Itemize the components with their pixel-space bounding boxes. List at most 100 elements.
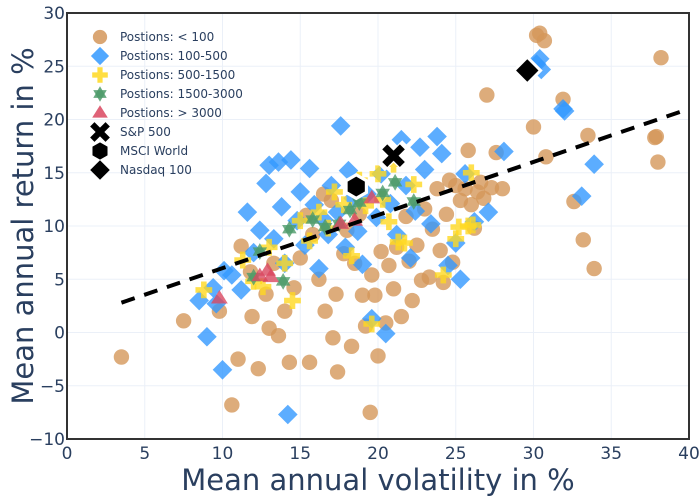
data-point [256,173,276,194]
legend-marker [90,122,110,142]
benchmark-point [347,176,365,197]
data-point [290,182,311,202]
x-tick-label: 5 [139,444,150,464]
data-point [210,290,228,304]
legend-marker [90,46,110,66]
data-point [301,232,318,250]
star-half [352,198,367,211]
data-point [299,158,320,179]
y-tick-label: 25 [43,57,65,77]
data-point [586,260,602,277]
data-point [396,234,413,252]
data-point [369,165,387,183]
data-point [400,248,421,268]
data-point [478,202,499,222]
data-point [230,351,246,367]
data-point [414,159,435,180]
star-half [317,222,333,236]
x-tick-label: 25 [445,444,467,464]
data-point [494,141,514,162]
trend-line-group [120,106,690,305]
data-point [335,237,356,258]
y-axis-ticks: −10 −5 0 5 10 15 20 25 30 [29,4,65,450]
data-point [342,201,358,219]
data-point [460,142,476,159]
data-point [271,197,292,217]
benchmark-point [382,144,405,167]
star-half [305,215,320,229]
y-axis-title: Mean annual return in % [6,47,40,404]
data-point [262,268,280,283]
x-tick-label: 35 [600,444,622,464]
x-stroke [382,144,405,167]
legend-label: Postions: 500-1500 [120,68,235,82]
data-point [203,277,223,298]
legend-marker [92,67,108,83]
legend-item: Postions: > 3000 [92,105,222,120]
data-point [434,266,452,284]
data-point [352,254,373,275]
data-point [282,220,297,238]
x-tick-label: 0 [62,444,73,464]
data-point [538,149,554,165]
data-point [304,194,325,215]
y-tick-label: −10 [29,430,65,450]
data-point [313,209,334,230]
data-point [222,265,242,285]
data-point [326,183,343,201]
legend-item: Postions: < 100 [92,29,214,45]
data-point [338,160,359,181]
data-point [309,258,329,279]
y-tick-label: 30 [43,4,65,24]
data-point [259,155,279,176]
star-half [375,188,390,202]
x-tick-label: 30 [523,444,545,464]
data-point [291,212,309,230]
data-point [405,176,423,193]
legend-marker [92,29,108,45]
legend-marker [92,142,108,160]
legend-item: S&P 500 [90,122,171,142]
data-point [438,206,455,222]
data-point [268,152,289,172]
data-point [404,292,420,309]
data-point [373,243,389,260]
data-point [195,281,213,299]
data-point [450,269,471,290]
data-point [476,190,492,207]
data-point [381,257,397,274]
data-point [653,50,669,66]
data-point [311,271,327,287]
data-point [354,287,371,303]
data-point [438,255,458,276]
data-point [450,218,468,236]
series-nasdaq-100 [511,55,543,86]
data-point [317,303,333,319]
data-point [244,308,260,325]
data-point [317,218,333,236]
x-axis-title: Mean annual volatility in % [181,463,574,497]
series-s-p-500 [378,140,410,172]
y-tick-label: 5 [54,270,65,290]
legend: Postions: < 100 Postions: 100-500 Postions… [90,29,243,180]
data-point [494,181,511,197]
data-point [332,215,350,229]
data-point [189,290,209,311]
data-point [378,315,394,331]
data-point [254,278,272,296]
data-point [421,269,438,285]
data-point [281,150,301,170]
legend-marker [92,105,108,118]
x-axis-ticks: 0 5 10 15 20 25 30 35 40 [62,444,700,464]
data-point [421,214,441,234]
star-half [93,90,107,102]
data-point [584,154,604,175]
x-stroke [90,122,110,142]
y-tick-label: 0 [54,324,65,344]
series-msci-world [344,172,369,201]
legend-label: Postions: < 100 [120,30,214,44]
x-tick-label: 10 [212,444,234,464]
legend-marker [90,160,110,180]
data-point [431,143,452,164]
